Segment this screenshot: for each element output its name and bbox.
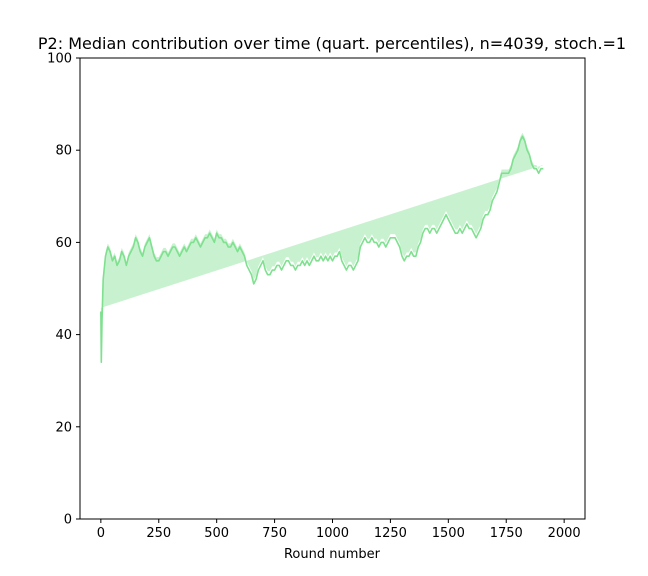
y-tick-label: 100 bbox=[47, 52, 72, 67]
series-0-median-line bbox=[100, 135, 544, 364]
x-tick-label: 500 bbox=[204, 526, 229, 541]
y-tick-label: 80 bbox=[55, 144, 72, 159]
x-tick-label: 1500 bbox=[432, 526, 465, 541]
y-tick-label: 0 bbox=[64, 513, 72, 528]
x-tick-label: 1250 bbox=[374, 526, 407, 541]
x-axis-label: Round number bbox=[284, 547, 381, 562]
x-tick-label: 1750 bbox=[490, 526, 523, 541]
x-tick-label: 2000 bbox=[548, 526, 581, 541]
x-tick-label: 250 bbox=[146, 526, 171, 541]
x-tick-label: 0 bbox=[97, 526, 105, 541]
y-tick-label: 40 bbox=[55, 328, 72, 343]
chart-title: P2: Median contribution over time (quart… bbox=[38, 34, 626, 53]
y-tick-label: 20 bbox=[55, 420, 72, 435]
series-0-percentile-band bbox=[100, 132, 544, 359]
y-tick-label: 60 bbox=[55, 236, 72, 251]
x-tick-label: 750 bbox=[262, 526, 287, 541]
x-tick-label: 1000 bbox=[316, 526, 349, 541]
